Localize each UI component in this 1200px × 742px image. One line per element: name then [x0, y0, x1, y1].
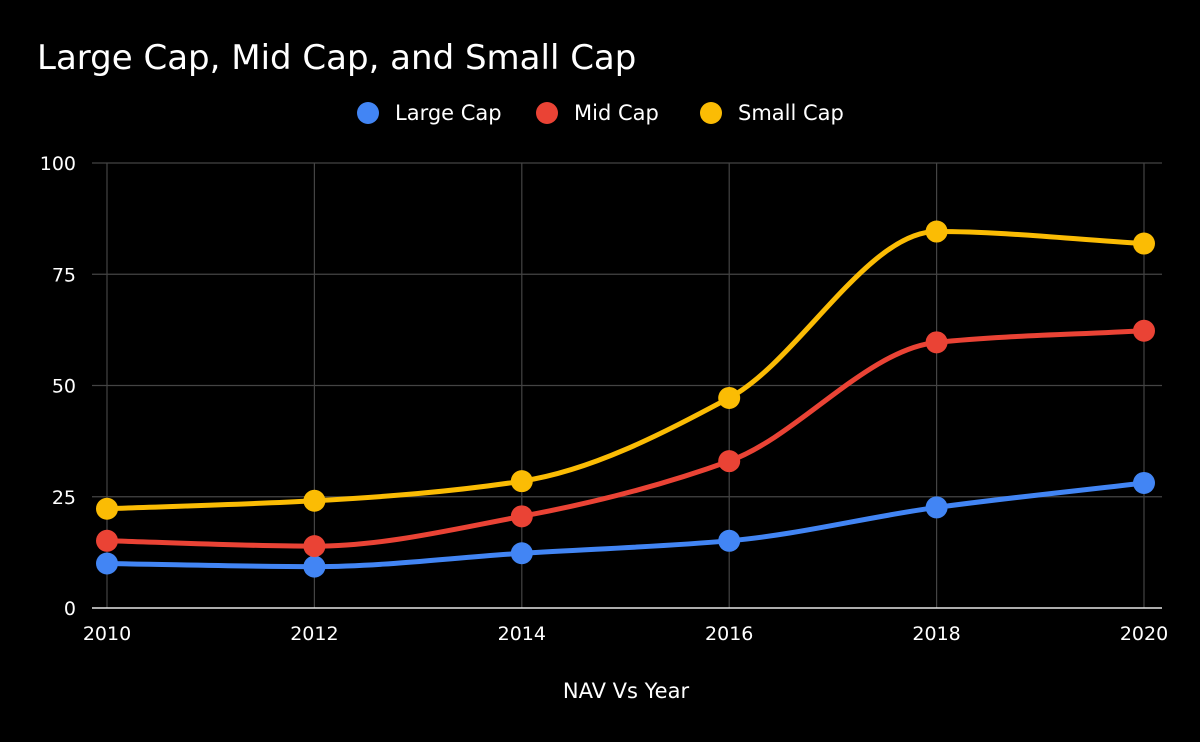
data-point-mid-cap[interactable]: [303, 535, 326, 558]
x-tick-label: 2020: [1120, 623, 1168, 645]
data-point-mid-cap[interactable]: [510, 505, 533, 528]
y-tick-label: 0: [64, 598, 76, 620]
x-tick-label: 2018: [912, 623, 960, 645]
series-line-small-cap: [104, 229, 1147, 512]
data-point-mid-cap[interactable]: [96, 529, 118, 552]
y-tick-label: 25: [52, 487, 76, 509]
y-tick-label: 100: [40, 153, 76, 175]
data-point-large-cap[interactable]: [1133, 471, 1155, 494]
data-point-small-cap[interactable]: [1133, 232, 1155, 255]
data-point-small-cap[interactable]: [96, 497, 118, 520]
data-point-small-cap[interactable]: [303, 489, 326, 512]
data-point-mid-cap[interactable]: [925, 331, 948, 354]
chart-title: Large Cap, Mid Cap, and Small Cap: [37, 38, 636, 78]
x-tick-label: 2010: [83, 623, 131, 645]
y-tick-label: 75: [52, 264, 76, 286]
x-tick-label: 2016: [705, 623, 753, 645]
legend-label-mid-cap: Mid Cap: [574, 101, 659, 125]
legend-label-small-cap: Small Cap: [738, 101, 844, 125]
data-point-large-cap[interactable]: [925, 496, 948, 519]
data-point-small-cap[interactable]: [510, 470, 533, 493]
legend-marker-mid-cap: [536, 102, 558, 124]
grid: [92, 162, 1162, 609]
data-point-large-cap[interactable]: [303, 555, 326, 578]
data-point-large-cap[interactable]: [718, 529, 741, 552]
data-point-mid-cap[interactable]: [718, 450, 741, 473]
legend-marker-small-cap: [700, 102, 722, 124]
data-point-small-cap[interactable]: [925, 220, 948, 243]
data-point-large-cap[interactable]: [96, 552, 118, 575]
series-line-mid-cap: [104, 328, 1147, 549]
x-axis-label: NAV Vs Year: [563, 679, 690, 703]
y-tick-label: 50: [52, 376, 76, 398]
legend-label-large-cap: Large Cap: [395, 101, 502, 125]
x-tick-label: 2014: [498, 623, 546, 645]
series: [96, 220, 1155, 578]
data-point-small-cap[interactable]: [718, 386, 741, 409]
data-point-mid-cap[interactable]: [1133, 319, 1155, 342]
data-point-large-cap[interactable]: [510, 542, 533, 565]
x-axis-ticks: 2010 2012 2014 2016 2018 2020: [83, 623, 1168, 645]
y-axis-ticks: 0 25 50 75 100: [40, 153, 76, 620]
legend: Large Cap Mid Cap Small Cap: [357, 101, 844, 125]
x-tick-label: 2012: [290, 623, 338, 645]
legend-marker-large-cap: [357, 102, 379, 124]
series-line-large-cap: [104, 480, 1147, 570]
